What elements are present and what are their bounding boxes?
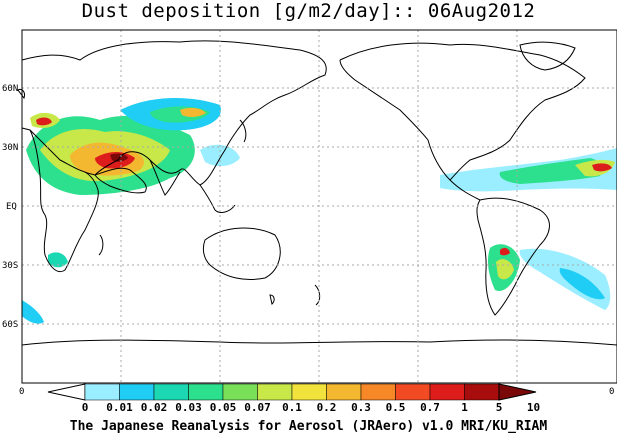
legend-level-label: 0.1 [282,401,302,414]
legend-swatch [291,383,327,401]
legend-level-label: 0.05 [210,401,237,414]
lon-label-right: 0 [609,387,614,397]
legend-level-label: 0.5 [386,401,406,414]
legend-swatch [188,383,224,401]
legend-level-label: 0.2 [317,401,337,414]
legend-swatch [119,383,155,401]
lat-label-30s: 30S [2,261,18,271]
legend-level-label: 0.3 [351,401,371,414]
lat-label-30n: 30N [2,143,18,153]
legend-level-label: 0.7 [420,401,440,414]
legend-arrow-low [47,383,86,401]
coastlines [17,40,617,346]
legend-level-label: 1 [461,401,468,414]
lat-label-60n: 60N [2,84,18,94]
legend-swatch [84,383,120,401]
legend-swatch [429,383,465,401]
legend-level-label: 10 [527,401,540,414]
legend-swatch [222,383,258,401]
legend-arrow-high [498,383,537,401]
legend-level-label: 0 [82,401,89,414]
legend-level-label: 5 [496,401,503,414]
graticule [22,30,617,383]
dust-deposition-layer [22,98,617,324]
legend-level-label: 0.01 [106,401,133,414]
credit-line: The Japanese Reanalysis for Aerosol (JRA… [69,419,548,434]
legend-swatch [360,383,396,401]
legend-swatch [464,383,500,401]
lat-label-60s: 60S [2,320,18,330]
legend-level-label: 0.07 [244,401,271,414]
legend-swatch [395,383,431,401]
legend-swatch [257,383,293,401]
lat-label-eq: EQ [6,202,17,212]
legend-level-label: 0.03 [175,401,202,414]
legend-level-label: 0.02 [141,401,168,414]
legend-swatch [153,383,189,401]
map-title: Dust deposition [g/m2/day]:: 06Aug2012 [81,0,536,22]
map-frame [21,29,617,384]
lon-label-left: 0 [19,387,24,397]
legend-swatch [326,383,362,401]
